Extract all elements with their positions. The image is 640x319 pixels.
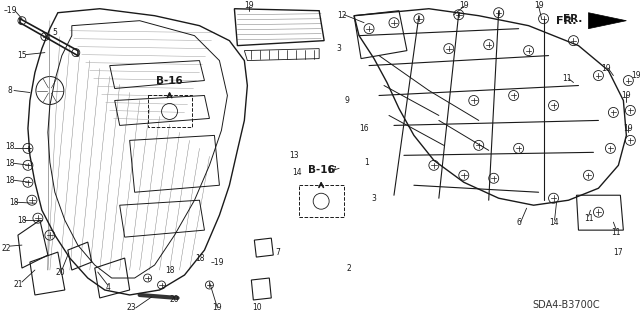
Bar [148,95,193,127]
Text: 13: 13 [289,151,299,160]
Text: 7: 7 [275,248,280,256]
Text: 11: 11 [562,74,572,83]
Text: 9: 9 [345,96,349,105]
Text: 20: 20 [55,268,65,277]
Text: FR.: FR. [556,16,577,26]
Text: 1: 1 [365,158,369,167]
Text: 3: 3 [337,44,342,53]
Text: 22: 22 [1,244,11,253]
Text: 18: 18 [5,176,15,185]
Text: 17: 17 [614,248,623,256]
Text: 19: 19 [621,91,631,100]
Bar [300,185,344,217]
Text: 11: 11 [584,214,593,223]
Text: 19: 19 [632,71,640,80]
Text: 8: 8 [8,86,12,95]
Text: 19: 19 [459,1,468,10]
Text: 23: 23 [127,303,136,312]
Text: 14: 14 [292,168,302,177]
Text: 6: 6 [516,218,521,227]
Text: 5: 5 [52,28,58,37]
Text: 18: 18 [195,254,204,263]
Text: 18: 18 [17,216,27,225]
Text: 2: 2 [347,263,351,272]
Text: 11: 11 [612,228,621,237]
Text: –19: –19 [211,257,224,267]
Text: 19: 19 [623,124,633,133]
Text: 3: 3 [372,194,376,203]
Text: 18: 18 [165,265,174,275]
Text: 18: 18 [5,142,15,151]
Text: 16: 16 [359,124,369,133]
Text: –19: –19 [3,6,17,15]
Text: 4: 4 [106,284,110,293]
Text: 10: 10 [253,303,262,312]
Text: 19: 19 [602,64,611,73]
Text: 15: 15 [17,51,27,60]
Text: 14: 14 [548,218,558,227]
Polygon shape [588,13,627,29]
Text: 17: 17 [327,166,337,175]
Text: 21: 21 [13,280,22,290]
Text: 19: 19 [212,303,222,312]
Text: 18: 18 [5,159,15,168]
Text: B-16: B-16 [156,76,183,85]
Text: SDA4-B3700C: SDA4-B3700C [532,300,600,310]
Text: 18: 18 [9,198,19,207]
Text: FR.: FR. [563,14,582,24]
Text: 20: 20 [170,295,179,304]
Text: B-16: B-16 [308,165,335,175]
Text: 19: 19 [534,1,543,10]
Text: 12: 12 [337,11,347,20]
Text: 19: 19 [244,1,254,10]
